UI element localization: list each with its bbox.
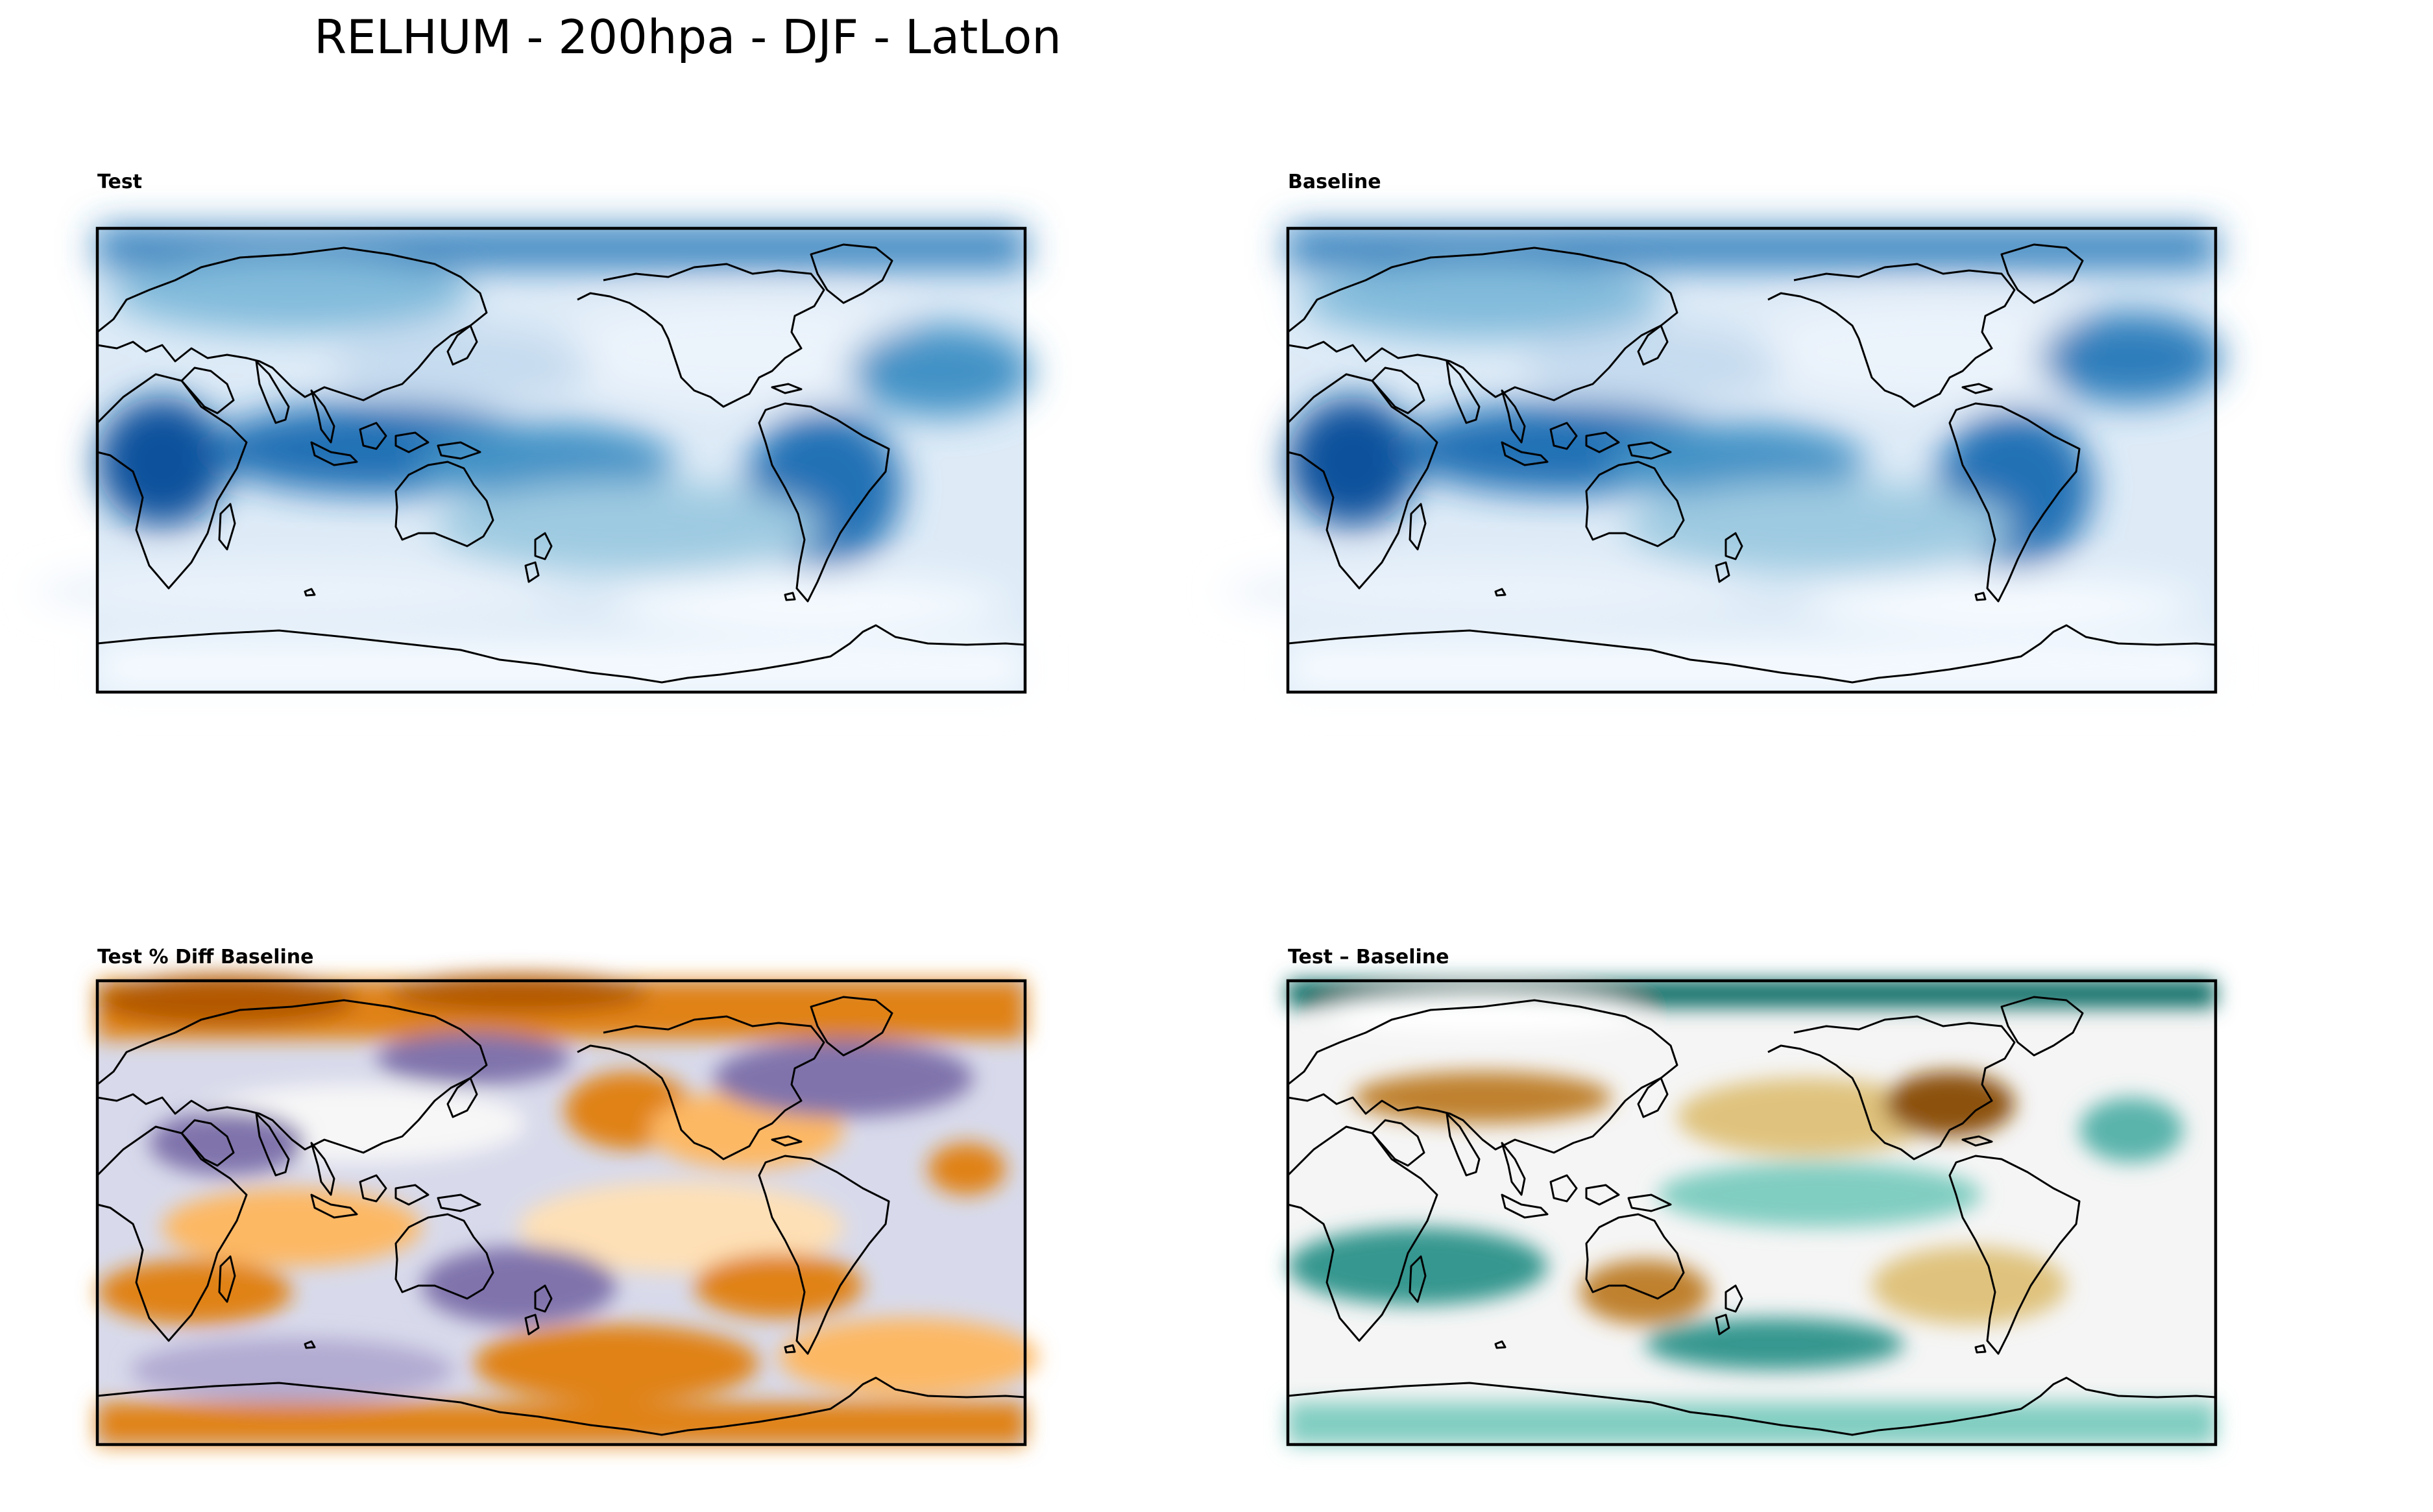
panel-diff <box>1286 979 2218 1446</box>
pctdiff-label: Test % Diff Baseline <box>97 946 314 968</box>
test-label: Test <box>97 171 142 193</box>
panel-test <box>32 226 1032 694</box>
panel-baseline <box>1223 226 2222 694</box>
panel-pctdiff <box>95 974 1038 1446</box>
pctdiff-map-field <box>96 974 1038 1445</box>
diff-map-field <box>1287 981 2217 1445</box>
baseline-map-field <box>1223 228 2222 692</box>
diff-label: Test – Baseline <box>1288 946 1449 968</box>
labels: Test Baseline Test % Diff Baseline Test … <box>97 171 1449 968</box>
figure-suptitle: RELHUM - 200hpa - DJF - LatLon <box>314 10 1061 64</box>
test-map-field <box>32 228 1032 692</box>
baseline-label: Baseline <box>1288 171 1381 193</box>
